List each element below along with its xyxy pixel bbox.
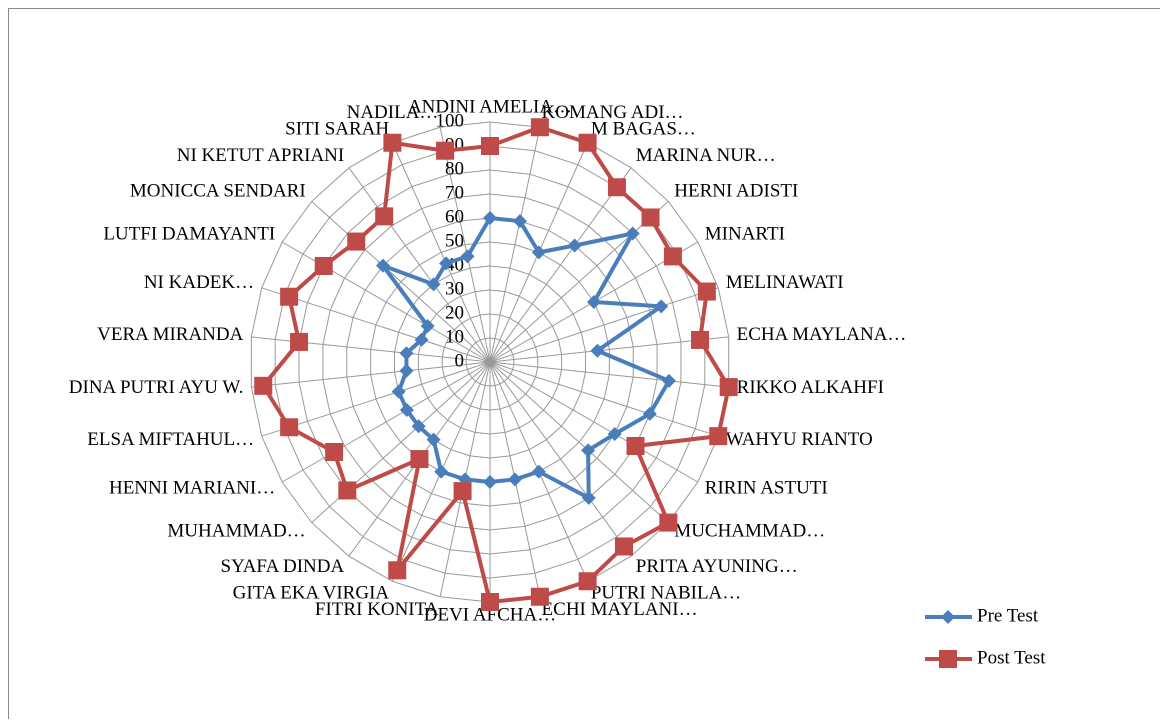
marker — [664, 247, 682, 265]
category-label: HERNI ADISTI — [674, 180, 798, 201]
marker — [615, 537, 633, 555]
marker — [399, 364, 413, 378]
legend-label: Post Test — [977, 647, 1046, 668]
r-tick-label: 80 — [445, 158, 464, 179]
marker — [338, 481, 356, 499]
category-label: M BAGAS… — [591, 118, 696, 139]
category-label: RIRIN ASTUTI — [705, 477, 828, 498]
category-label: ECHI MAYLANI… — [542, 599, 698, 620]
marker — [388, 561, 406, 579]
marker — [280, 418, 298, 436]
marker — [626, 437, 644, 455]
marker — [508, 472, 522, 486]
category-label: ECHA MAYLANA… — [737, 324, 907, 345]
marker — [315, 257, 333, 275]
spoke — [392, 143, 490, 362]
category-label: DINA PUTRI AYU W. — [69, 377, 244, 398]
r-tick-label: 0 — [455, 350, 465, 371]
category-label: SYAFA DINDA — [221, 556, 345, 577]
category-label: ELSA MIFTAHUL… — [87, 429, 254, 450]
marker — [532, 465, 546, 479]
marker — [698, 283, 716, 301]
spoke — [490, 168, 631, 362]
r-tick-label: 20 — [445, 302, 464, 323]
marker — [483, 475, 497, 489]
marker — [481, 593, 499, 611]
category-label: MARINA NUR… — [636, 145, 776, 166]
marker — [290, 333, 308, 351]
category-label: MUCHAMMAD… — [674, 520, 825, 541]
r-tick-label: 10 — [445, 326, 464, 347]
spoke — [282, 362, 490, 482]
category-label: VERA MIRANDA — [97, 324, 243, 345]
r-tick-label: 60 — [445, 206, 464, 227]
category-label: NI KADEK… — [144, 272, 254, 293]
marker — [608, 178, 626, 196]
marker — [436, 142, 454, 160]
spoke — [490, 362, 631, 556]
marker — [325, 443, 343, 461]
marker — [375, 207, 393, 225]
marker — [410, 450, 428, 468]
category-label: MINARTI — [705, 223, 785, 244]
legend-label: Pre Test — [977, 605, 1039, 626]
marker — [254, 377, 272, 395]
marker — [531, 118, 549, 136]
category-label: MELINAWATI — [726, 272, 844, 293]
category-label: WAHYU RIANTO — [726, 429, 873, 450]
spoke — [349, 168, 490, 362]
marker — [691, 331, 709, 349]
category-label: RIKKO ALKAHFI — [737, 377, 884, 398]
legend-marker — [939, 650, 957, 668]
r-tick-label: 50 — [445, 230, 464, 251]
marker — [720, 378, 738, 396]
marker — [531, 588, 549, 606]
marker — [579, 572, 597, 590]
marker — [579, 134, 597, 152]
category-label: HENNI MARIANI… — [109, 477, 275, 498]
category-label: NI KETUT APRIANI — [177, 145, 344, 166]
marker — [709, 427, 727, 445]
category-label: LUTFI DAMAYANTI — [103, 223, 275, 244]
marker — [659, 514, 677, 532]
r-tick-label: 30 — [445, 278, 464, 299]
marker — [280, 288, 298, 306]
category-label: PRITA AYUNING… — [636, 556, 798, 577]
category-label: MONICCA SENDARI — [130, 180, 306, 201]
category-label: GITA EKA VIRGIA — [233, 582, 390, 603]
category-label: NADILA… — [347, 102, 439, 123]
marker — [392, 385, 406, 399]
marker — [434, 465, 448, 479]
r-tick-label: 70 — [445, 182, 464, 203]
category-label: MUHAMMAD… — [167, 520, 305, 541]
legend-marker — [941, 610, 955, 624]
marker — [481, 137, 499, 155]
marker — [347, 233, 365, 251]
marker — [383, 134, 401, 152]
marker — [642, 208, 660, 226]
marker — [454, 482, 472, 500]
